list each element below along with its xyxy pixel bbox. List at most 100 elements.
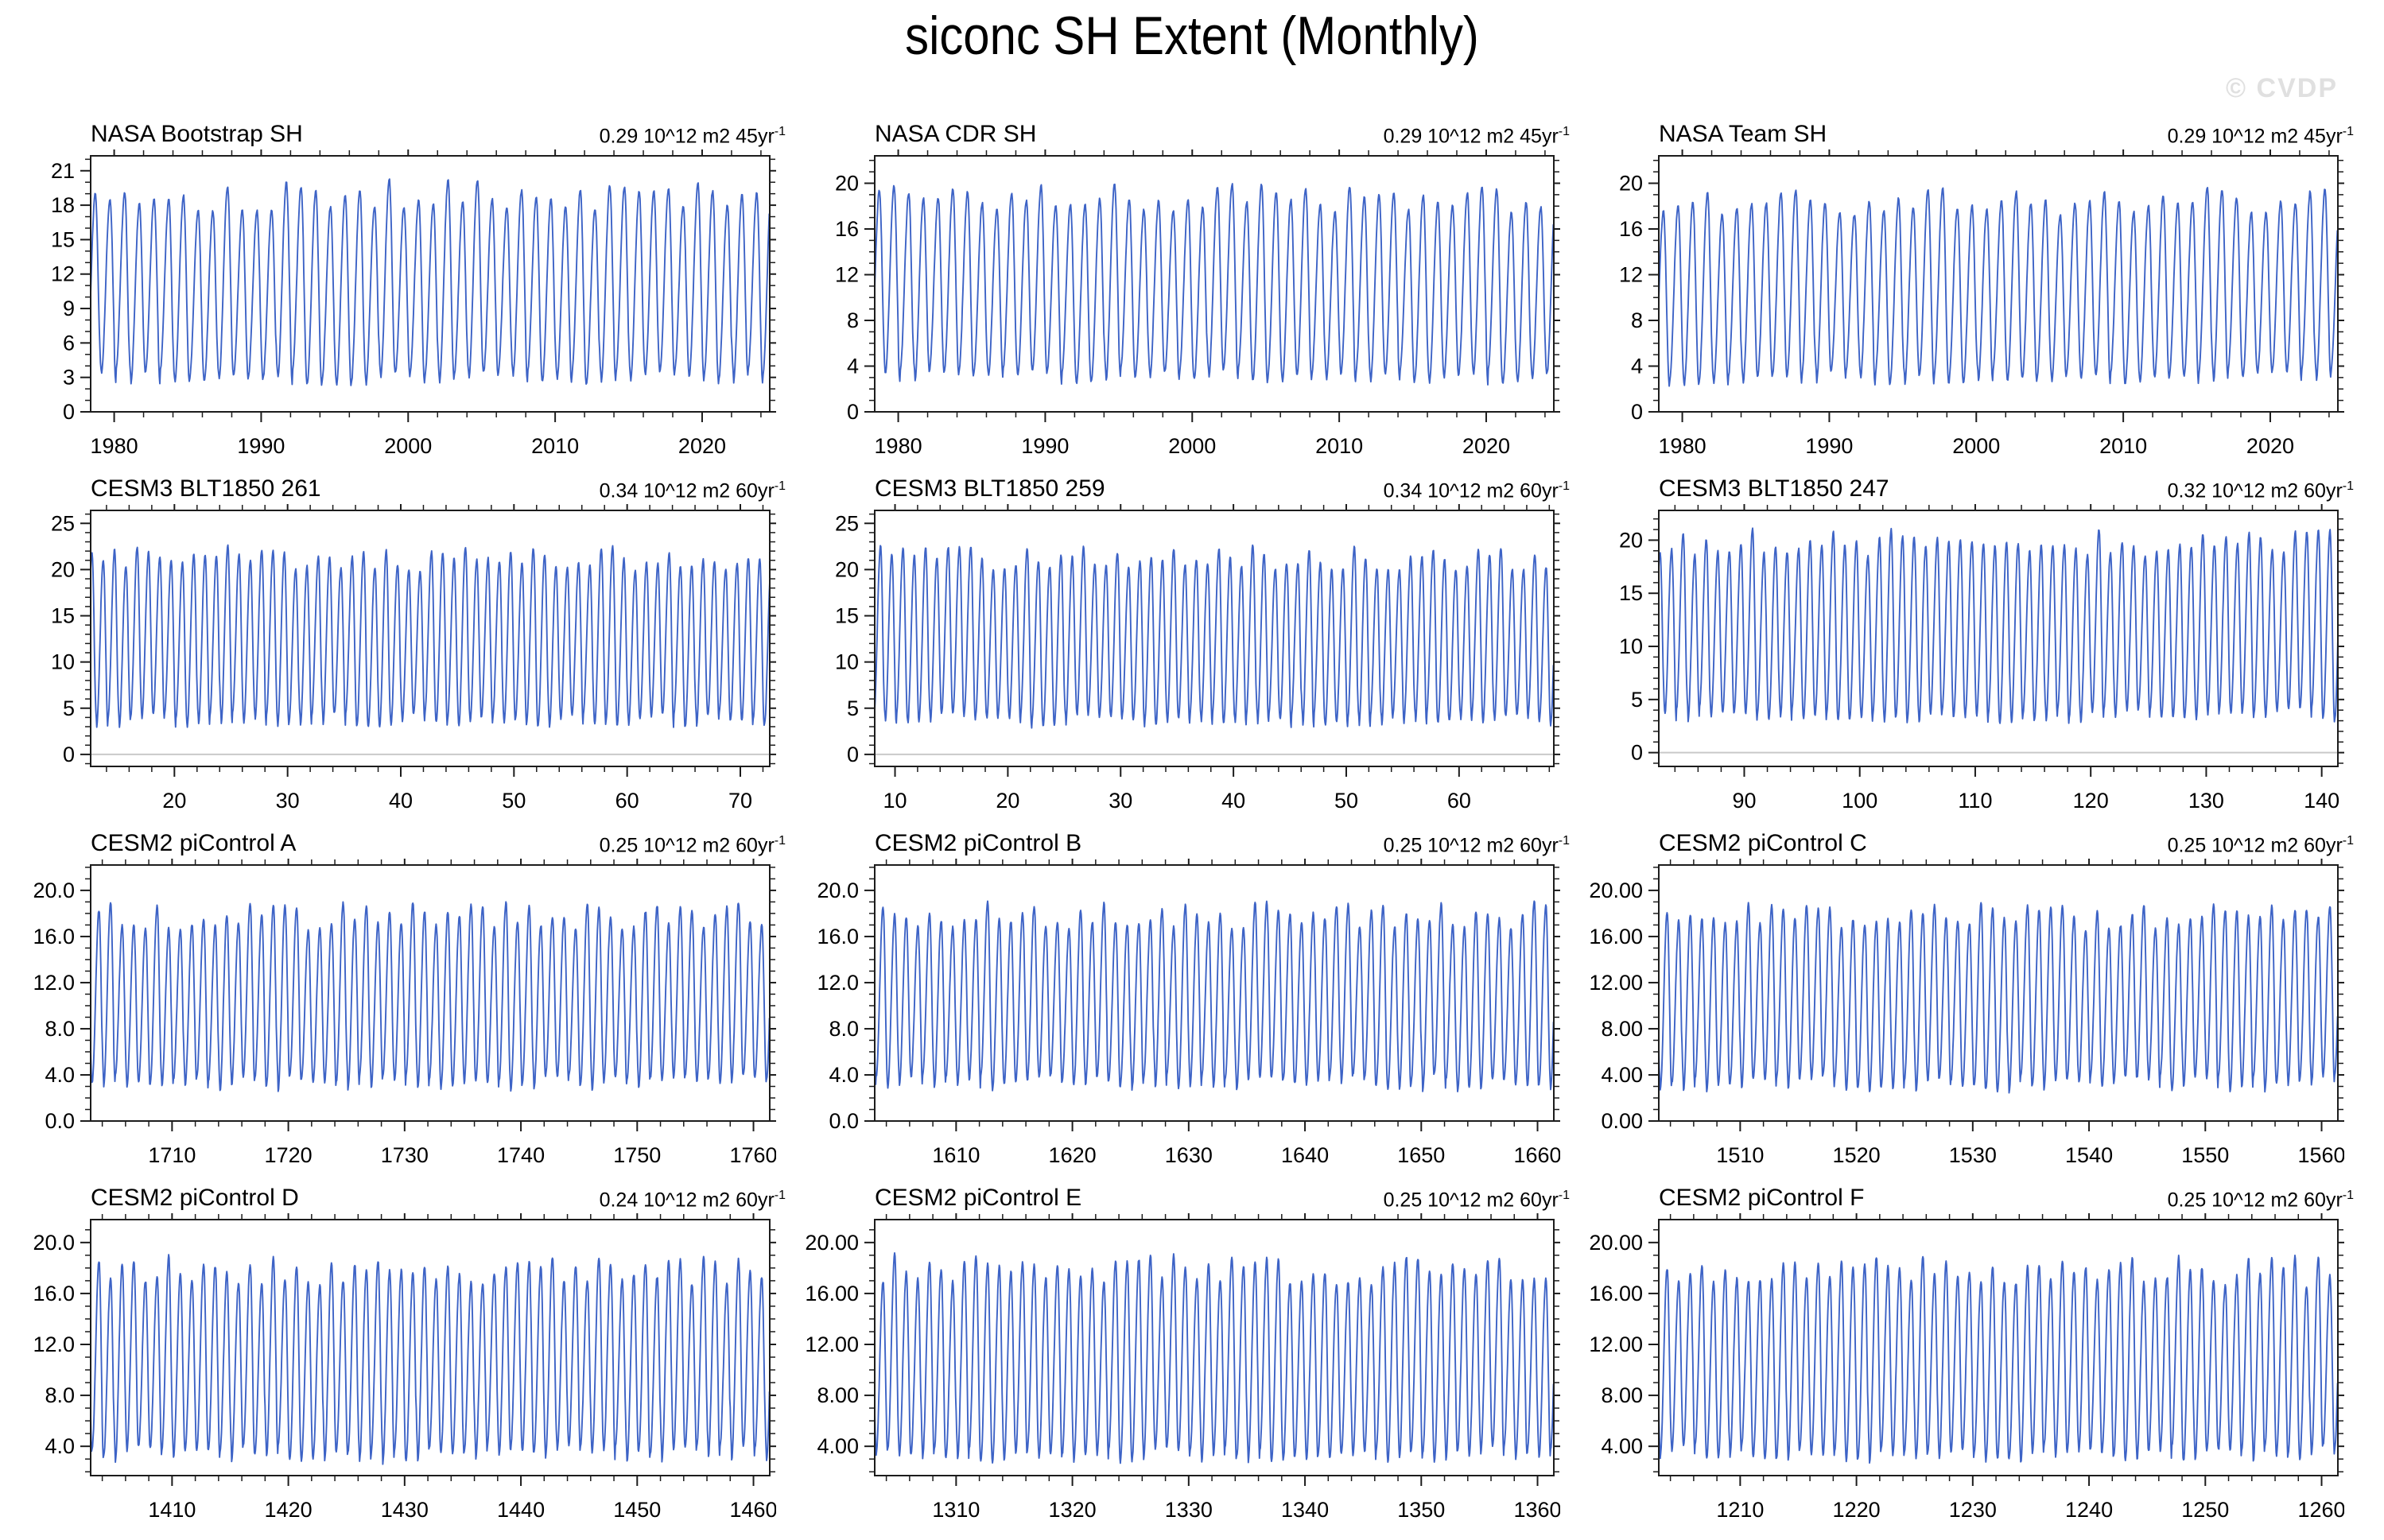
y-axis: 0 5 10 15 20 25 xyxy=(835,511,1560,766)
panel-trend-label: 0.34 10^12 m2 60yr-1 xyxy=(600,479,786,502)
series-line xyxy=(90,544,771,728)
y-tick-label: 12.0 xyxy=(33,971,75,995)
y-tick-label: 4.0 xyxy=(45,1063,75,1087)
x-tick-label: 50 xyxy=(1334,789,1358,813)
y-tick-label: 10 xyxy=(835,650,859,674)
y-tick-label: 4.00 xyxy=(1601,1434,1643,1458)
y-tick-label: 4.00 xyxy=(1601,1063,1643,1087)
x-tick-label: 2020 xyxy=(2246,434,2294,458)
y-tick-label: 20.0 xyxy=(817,879,859,902)
trend-text: 0.25 10^12 m2 60yr xyxy=(1383,1189,1559,1211)
y-tick-label: 15 xyxy=(51,227,75,251)
panel-trend-label: 0.25 10^12 m2 60yr-1 xyxy=(1384,834,1570,857)
x-tick-label: 60 xyxy=(615,789,639,813)
x-axis: 1610 1620 1630 1640 1650 1660 xyxy=(885,859,1560,1167)
series-line xyxy=(1658,527,2339,724)
y-tick-label: 8.0 xyxy=(45,1017,75,1041)
y-tick-label: 4.0 xyxy=(45,1434,75,1458)
y-axis: 0 4 8 12 16 20 xyxy=(1619,160,2344,424)
y-tick-label: 12.0 xyxy=(817,971,859,995)
panel-trend-label: 0.25 10^12 m2 60yr-1 xyxy=(600,834,786,857)
x-tick-label: 50 xyxy=(502,789,526,813)
y-tick-label: 0 xyxy=(847,743,859,766)
y-tick-label: 0 xyxy=(1631,741,1643,765)
panel-title: CESM3 BLT1850 259 xyxy=(875,475,1105,502)
trend-text: 0.29 10^12 m2 45yr xyxy=(2167,125,2343,147)
x-tick-label: 2000 xyxy=(1168,434,1216,458)
x-tick-label: 1990 xyxy=(237,434,285,458)
x-tick-label: 1510 xyxy=(1716,1143,1764,1167)
y-tick-label: 4 xyxy=(1631,355,1643,378)
y-tick-label: 16.0 xyxy=(33,925,75,948)
y-tick-label: 12.00 xyxy=(1589,971,1643,995)
y-tick-label: 20 xyxy=(51,557,75,581)
x-axis: 20 30 40 50 60 70 xyxy=(106,504,764,813)
trend-exponent: -1 xyxy=(1558,1188,1570,1202)
y-tick-label: 8.00 xyxy=(1601,1383,1643,1407)
x-tick-label: 1660 xyxy=(1513,1143,1560,1167)
series-line xyxy=(1658,1255,2339,1464)
panel-plot: 20 30 40 50 60 70 0 5 10 15 20 25 xyxy=(51,504,776,813)
plot-frame xyxy=(874,864,1555,1122)
trend-exponent: -1 xyxy=(1558,124,1570,138)
y-tick-label: 20 xyxy=(1619,528,1643,552)
x-axis: 1210 1220 1230 1240 1250 1260 xyxy=(1669,1213,2344,1522)
trend-exponent: -1 xyxy=(774,1188,786,1202)
x-tick-label: 2020 xyxy=(1462,434,1510,458)
x-tick-label: 1260 xyxy=(2297,1498,2344,1522)
y-tick-label: 0 xyxy=(63,743,75,766)
x-tick-label: 1450 xyxy=(613,1498,661,1522)
y-tick-label: 15 xyxy=(1619,581,1643,605)
x-tick-label: 1610 xyxy=(932,1143,980,1167)
chart-panel: NASA Team SH 0.29 10^12 m2 45yr-1 1980 19… xyxy=(1581,118,2365,472)
y-tick-label: 8.0 xyxy=(829,1017,859,1041)
y-tick-label: 15 xyxy=(835,604,859,628)
plot-frame xyxy=(1658,864,2339,1122)
trend-exponent: -1 xyxy=(2342,124,2354,138)
x-tick-label: 1340 xyxy=(1281,1498,1329,1522)
x-axis: 1410 1420 1430 1440 1450 1460 xyxy=(101,1213,776,1522)
x-tick-label: 1250 xyxy=(2181,1498,2229,1522)
y-tick-label: 10 xyxy=(1619,634,1643,658)
y-tick-label: 25 xyxy=(51,511,75,535)
panel-plot: 1510 1520 1530 1540 1550 1560 0.00 4.00 8.00 12.0… xyxy=(1589,859,2344,1167)
x-tick-label: 1440 xyxy=(497,1498,545,1522)
panel-header: CESM2 piControl B 0.25 10^12 m2 60yr-1 xyxy=(797,827,1581,859)
y-tick-label: 0.00 xyxy=(1601,1109,1643,1133)
x-tick-label: 1220 xyxy=(1833,1498,1881,1522)
panel-header: CESM3 BLT1850 259 0.34 10^12 m2 60yr-1 xyxy=(797,472,1581,504)
y-tick-label: 0 xyxy=(63,400,75,424)
y-tick-label: 12 xyxy=(1619,263,1643,287)
panel-plot: 1310 1320 1330 1340 1350 1360 4.00 8.00 12.00 16.… xyxy=(805,1213,1560,1522)
x-tick-label: 30 xyxy=(276,789,300,813)
y-tick-label: 25 xyxy=(835,511,859,535)
x-tick-label: 1750 xyxy=(613,1143,661,1167)
panel-header: NASA Team SH 0.29 10^12 m2 45yr-1 xyxy=(1581,118,2365,149)
chart-panel: CESM2 piControl E 0.25 10^12 m2 60yr-1 1… xyxy=(797,1181,1581,1536)
y-axis: 0 5 10 15 20 25 xyxy=(51,511,776,766)
panel-trend-label: 0.24 10^12 m2 60yr-1 xyxy=(600,1189,786,1212)
x-tick-label: 20 xyxy=(162,789,186,813)
x-tick-label: 120 xyxy=(2073,789,2109,813)
panel-trend-label: 0.25 10^12 m2 60yr-1 xyxy=(2168,834,2354,857)
y-tick-label: 16.00 xyxy=(1589,1282,1643,1305)
chart-panel: CESM3 BLT1850 261 0.34 10^12 m2 60yr-1 2… xyxy=(13,472,797,827)
chart-panel: CESM3 BLT1850 259 0.34 10^12 m2 60yr-1 1… xyxy=(797,472,1581,827)
y-tick-label: 20.00 xyxy=(1589,1231,1643,1255)
y-tick-label: 20 xyxy=(835,557,859,581)
panel-header: CESM2 piControl A 0.25 10^12 m2 60yr-1 xyxy=(13,827,797,859)
chart-panel: NASA Bootstrap SH 0.29 10^12 m2 45yr-1 1… xyxy=(13,118,797,472)
y-axis: 0.0 4.0 8.0 12.0 16.0 20.0 xyxy=(33,867,776,1133)
panel-header: CESM2 piControl C 0.25 10^12 m2 60yr-1 xyxy=(1581,827,2365,859)
trend-text: 0.29 10^12 m2 45yr xyxy=(599,125,775,147)
trend-exponent: -1 xyxy=(1558,479,1570,493)
y-tick-label: 0.0 xyxy=(829,1109,859,1133)
panel-title: CESM3 BLT1850 261 xyxy=(91,475,321,502)
y-axis: 0.0 4.0 8.0 12.0 16.0 20.0 xyxy=(817,867,1560,1133)
plot-frame xyxy=(90,864,771,1122)
chart-panel: CESM2 piControl D 0.24 10^12 m2 60yr-1 1… xyxy=(13,1181,797,1536)
series-line xyxy=(90,901,771,1092)
trend-text: 0.25 10^12 m2 60yr xyxy=(2167,834,2343,856)
x-tick-label: 70 xyxy=(728,789,752,813)
panel-plot: 1980 1990 2000 2010 2020 0 4 8 12 16 20 xyxy=(835,149,1560,458)
